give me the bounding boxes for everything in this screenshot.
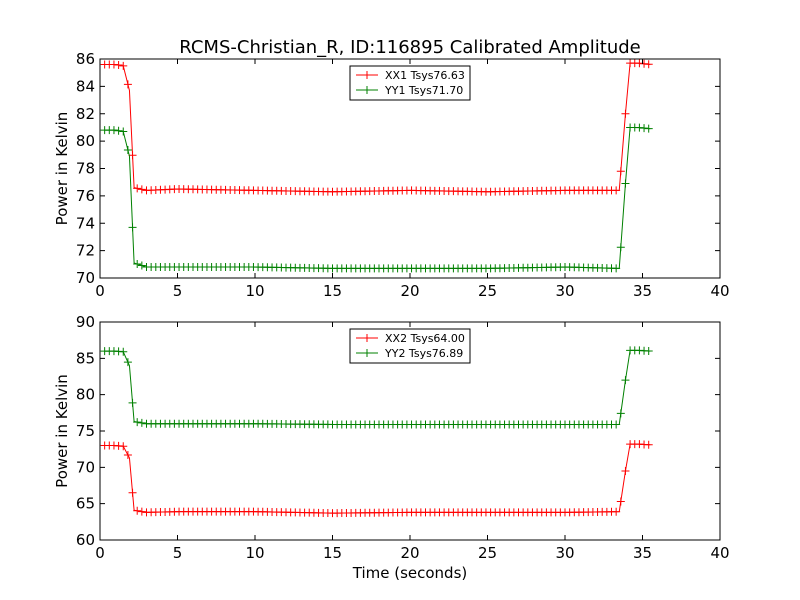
y-tick-label: 70 [76, 269, 95, 287]
x-tick-label: 25 [478, 282, 497, 300]
data-point-marker [128, 223, 137, 232]
x-tick-label: 20 [400, 544, 419, 562]
bottom-panel: 0 5 10 15 20 25 30 35 40 60 65 70 75 80 85 90 Power in K… [53, 313, 730, 562]
data-point-marker [612, 186, 621, 195]
data-point-marker [640, 59, 649, 68]
data-point-marker [137, 507, 146, 516]
data-point-marker [109, 60, 118, 69]
x-tick-label: 10 [245, 282, 264, 300]
x-tick-label: 10 [245, 544, 264, 562]
y-tick-label: 65 [76, 495, 95, 513]
data-point-marker [128, 488, 137, 497]
data-point-marker [128, 151, 137, 160]
chart-title: RCMS-Christian_R, ID:116895 Calibrated A… [179, 37, 640, 58]
data-point-marker [123, 358, 132, 367]
y-tick-label: 74 [76, 214, 95, 232]
data-point-marker [128, 398, 137, 407]
x-tick-label: 30 [555, 544, 574, 562]
data-point-marker [612, 507, 621, 516]
y-tick-label: 80 [76, 132, 95, 150]
y-tick-label: 84 [76, 77, 95, 95]
legend-swatch [356, 349, 378, 357]
data-point-marker [616, 409, 625, 418]
data-point-marker [137, 418, 146, 427]
data-point-marker [123, 80, 132, 89]
data-point-marker [119, 127, 128, 136]
x-tick-label: 0 [95, 282, 105, 300]
y-tick-label: 85 [76, 349, 95, 367]
data-point-marker [133, 418, 142, 427]
data-point-marker [616, 497, 625, 506]
data-point-marker [133, 259, 142, 268]
x-tick-label: 40 [710, 544, 729, 562]
y-tick-label: 75 [76, 422, 95, 440]
legend-box [349, 65, 471, 101]
data-point-marker [644, 346, 653, 355]
data-point-marker [109, 126, 118, 135]
data-point-marker [640, 124, 649, 133]
data-point-marker [137, 261, 146, 270]
data-point-marker [635, 123, 644, 132]
x-tick-label: 5 [173, 544, 183, 562]
x-tick-label: 15 [323, 282, 342, 300]
y-tick-label: 82 [76, 105, 95, 123]
x-axis-label: Time (seconds) [352, 564, 468, 582]
x-tick-label: 35 [633, 544, 652, 562]
legend-box [349, 328, 471, 364]
x-tick-label: 5 [173, 282, 183, 300]
y-tick-label: 70 [76, 458, 95, 476]
data-point-marker [137, 185, 146, 194]
x-tick-label: 30 [555, 282, 574, 300]
x-tick-label: 15 [323, 544, 342, 562]
y-axis-label: Power in Kelvin [53, 112, 71, 226]
y-tick-label: 80 [76, 386, 95, 404]
legend-entry: YY2 Tsys76.89 [384, 347, 463, 360]
legend-entry: XX1 Tsys76.63 [385, 69, 465, 82]
data-point-marker [612, 264, 621, 273]
data-point-marker [644, 124, 653, 133]
data-point-marker [644, 440, 653, 449]
data-point-marker [621, 179, 630, 188]
data-point-marker [114, 126, 123, 135]
y-tick-label: 86 [76, 50, 95, 68]
data-point-marker [119, 347, 128, 356]
y-axis-label: Power in Kelvin [53, 374, 71, 488]
x-tick-label: 0 [95, 544, 105, 562]
y-tick-label: 60 [76, 531, 95, 549]
top-panel: 0 5 10 15 20 25 30 35 40 70 72 74 76 78 80 82 84 86 Power … [53, 50, 730, 300]
data-point-marker [133, 506, 142, 515]
data-point-marker [133, 184, 142, 193]
legend-entry: YY1 Tsys71.70 [384, 84, 463, 97]
legend-swatch [356, 86, 378, 94]
data-point-marker [621, 376, 630, 385]
legend-swatch [356, 334, 378, 342]
data-point-marker [119, 442, 128, 451]
x-tick-label: 25 [478, 544, 497, 562]
x-tick-label: 35 [633, 282, 652, 300]
y-tick-label: 72 [76, 242, 95, 260]
y-tick-label: 76 [76, 187, 95, 205]
data-point-marker [621, 109, 630, 118]
data-point-marker [123, 450, 132, 459]
data-point-marker [123, 146, 132, 155]
x-tick-label: 40 [710, 282, 729, 300]
data-point-marker [616, 243, 625, 252]
x-tick-label: 20 [400, 282, 419, 300]
y-tick-label: 78 [76, 160, 95, 178]
data-point-marker [644, 60, 653, 69]
data-point-marker [114, 61, 123, 70]
data-point-marker [612, 420, 621, 429]
legend-swatch [356, 71, 378, 79]
data-point-marker [621, 466, 630, 475]
legend-entry: XX2 Tsys64.00 [385, 332, 465, 345]
data-point-marker [119, 61, 128, 70]
data-point-marker [616, 167, 625, 176]
y-tick-label: 90 [76, 313, 95, 331]
